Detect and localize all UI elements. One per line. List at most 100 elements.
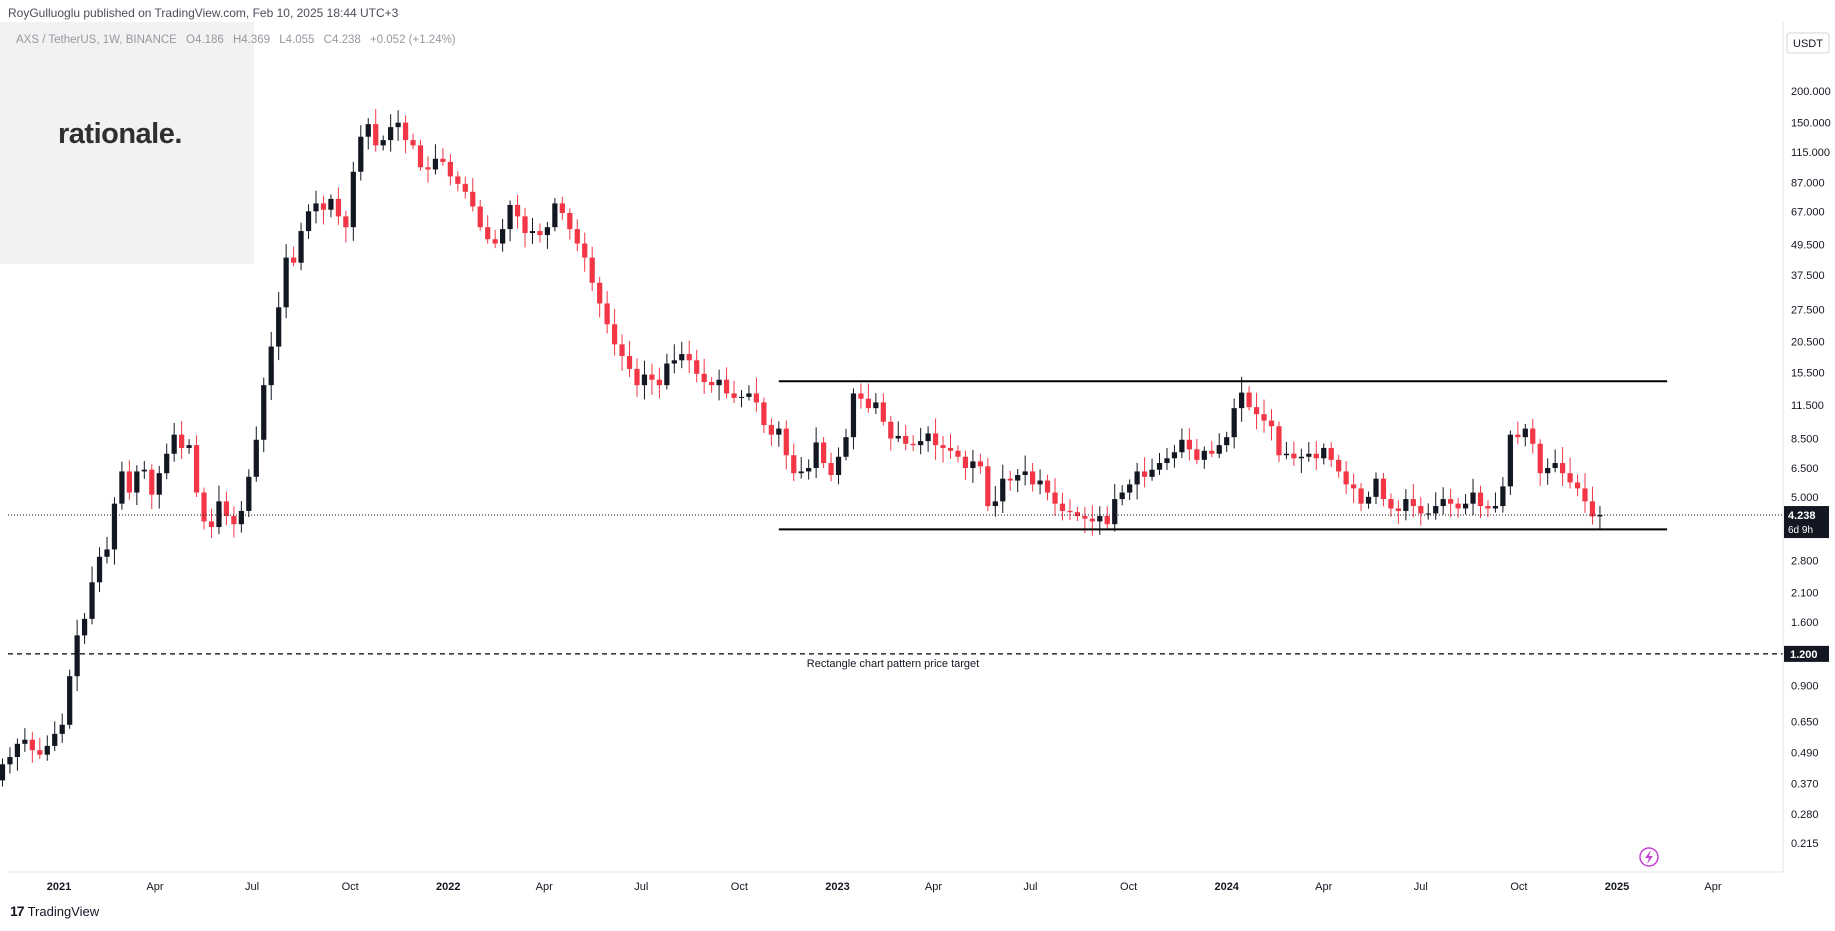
time-tick-label: Jul — [245, 881, 259, 893]
candle-body — [1089, 518, 1095, 522]
candle — [1156, 452, 1163, 475]
candle — [388, 114, 394, 152]
candle — [903, 424, 909, 451]
candle-body — [1022, 471, 1028, 475]
candle-body — [1224, 437, 1230, 446]
candle — [537, 223, 543, 243]
candle — [1127, 479, 1133, 500]
candle — [432, 144, 439, 175]
candle-body — [1448, 499, 1454, 504]
candle — [111, 497, 118, 565]
candle — [1298, 448, 1304, 473]
candle-body — [290, 257, 297, 263]
candle-body — [37, 750, 43, 755]
price-tick-label: 0.490 — [1791, 747, 1819, 759]
candle — [514, 195, 521, 229]
time-tick-label: Apr — [536, 881, 553, 893]
open-value: O4.186 — [186, 34, 224, 46]
candle — [507, 200, 513, 242]
candle — [246, 469, 252, 517]
candle — [1104, 506, 1110, 529]
candle — [1552, 449, 1558, 473]
candle-body — [208, 521, 215, 528]
candle-body — [641, 374, 648, 386]
symbol-label[interactable]: AXS / TetherUS, 1W, BINANCE — [16, 34, 177, 46]
candle — [709, 377, 715, 393]
candle-body — [298, 231, 304, 263]
candle — [955, 445, 961, 463]
candle — [268, 331, 274, 401]
candle-body — [216, 501, 222, 528]
candle — [1119, 485, 1125, 506]
candle — [1149, 458, 1155, 481]
high-value: H4.369 — [232, 34, 271, 46]
candle-body — [365, 124, 371, 137]
candle-body — [873, 402, 879, 409]
candle — [186, 439, 192, 454]
price-tick-label: 1.600 — [1791, 617, 1819, 629]
candle — [455, 171, 461, 192]
candle — [1164, 448, 1170, 470]
time-tick-label: 2023 — [825, 881, 849, 893]
candle — [171, 422, 177, 462]
candle — [1313, 441, 1319, 470]
candle — [37, 737, 43, 759]
candle — [1283, 441, 1290, 460]
time-tick-label: Oct — [342, 881, 359, 893]
candle — [1395, 500, 1402, 524]
candle — [462, 176, 468, 199]
candle-body — [1306, 453, 1312, 457]
candle — [723, 367, 730, 399]
candle-body — [947, 447, 954, 451]
candle — [962, 450, 969, 480]
candle-body — [455, 176, 461, 184]
candle — [985, 458, 991, 512]
candle-body — [649, 374, 655, 380]
candle — [791, 443, 797, 482]
candle-body — [276, 307, 282, 347]
time-tick-label: Oct — [1120, 881, 1137, 893]
candle — [611, 309, 618, 356]
candle — [89, 566, 95, 625]
candle — [1276, 421, 1282, 463]
candle-body — [134, 471, 140, 493]
candle — [1059, 492, 1066, 521]
candle — [238, 501, 244, 533]
candle-body — [791, 455, 797, 474]
candle-body — [313, 203, 319, 212]
candle-body — [462, 183, 468, 192]
candle — [529, 217, 536, 244]
candle-body — [141, 469, 147, 472]
candle-body — [1328, 447, 1334, 460]
candle — [328, 194, 334, 218]
bar-countdown-label: 6d 9h — [1788, 525, 1813, 536]
time-tick-label: 2022 — [436, 881, 460, 893]
candle-body — [626, 355, 633, 369]
candle — [1141, 457, 1148, 488]
candle — [1485, 500, 1491, 518]
candle — [365, 118, 371, 150]
candle-body — [806, 467, 812, 472]
time-tick-label: Oct — [1510, 881, 1527, 893]
candle-body — [432, 158, 439, 170]
candle — [22, 728, 28, 752]
candle-body — [850, 393, 857, 438]
candle-body — [932, 433, 939, 446]
price-tick-label: 27.500 — [1791, 304, 1825, 316]
candle — [604, 291, 610, 334]
tradingview-footer[interactable]: 17 TradingView — [10, 903, 99, 919]
lightning-icon — [1639, 847, 1659, 867]
candle-body — [529, 231, 536, 234]
candle-body — [67, 676, 73, 725]
candle-body — [358, 136, 364, 172]
candle-body — [1037, 480, 1043, 485]
candle-body — [1239, 392, 1245, 409]
candle-body — [619, 344, 625, 356]
price-tick-label: 0.370 — [1791, 778, 1819, 790]
candle-body — [1507, 434, 1513, 487]
candle — [119, 461, 125, 510]
candle-body — [373, 124, 379, 146]
time-tick-label: Apr — [1704, 881, 1721, 893]
time-tick-label: Jul — [634, 881, 648, 893]
